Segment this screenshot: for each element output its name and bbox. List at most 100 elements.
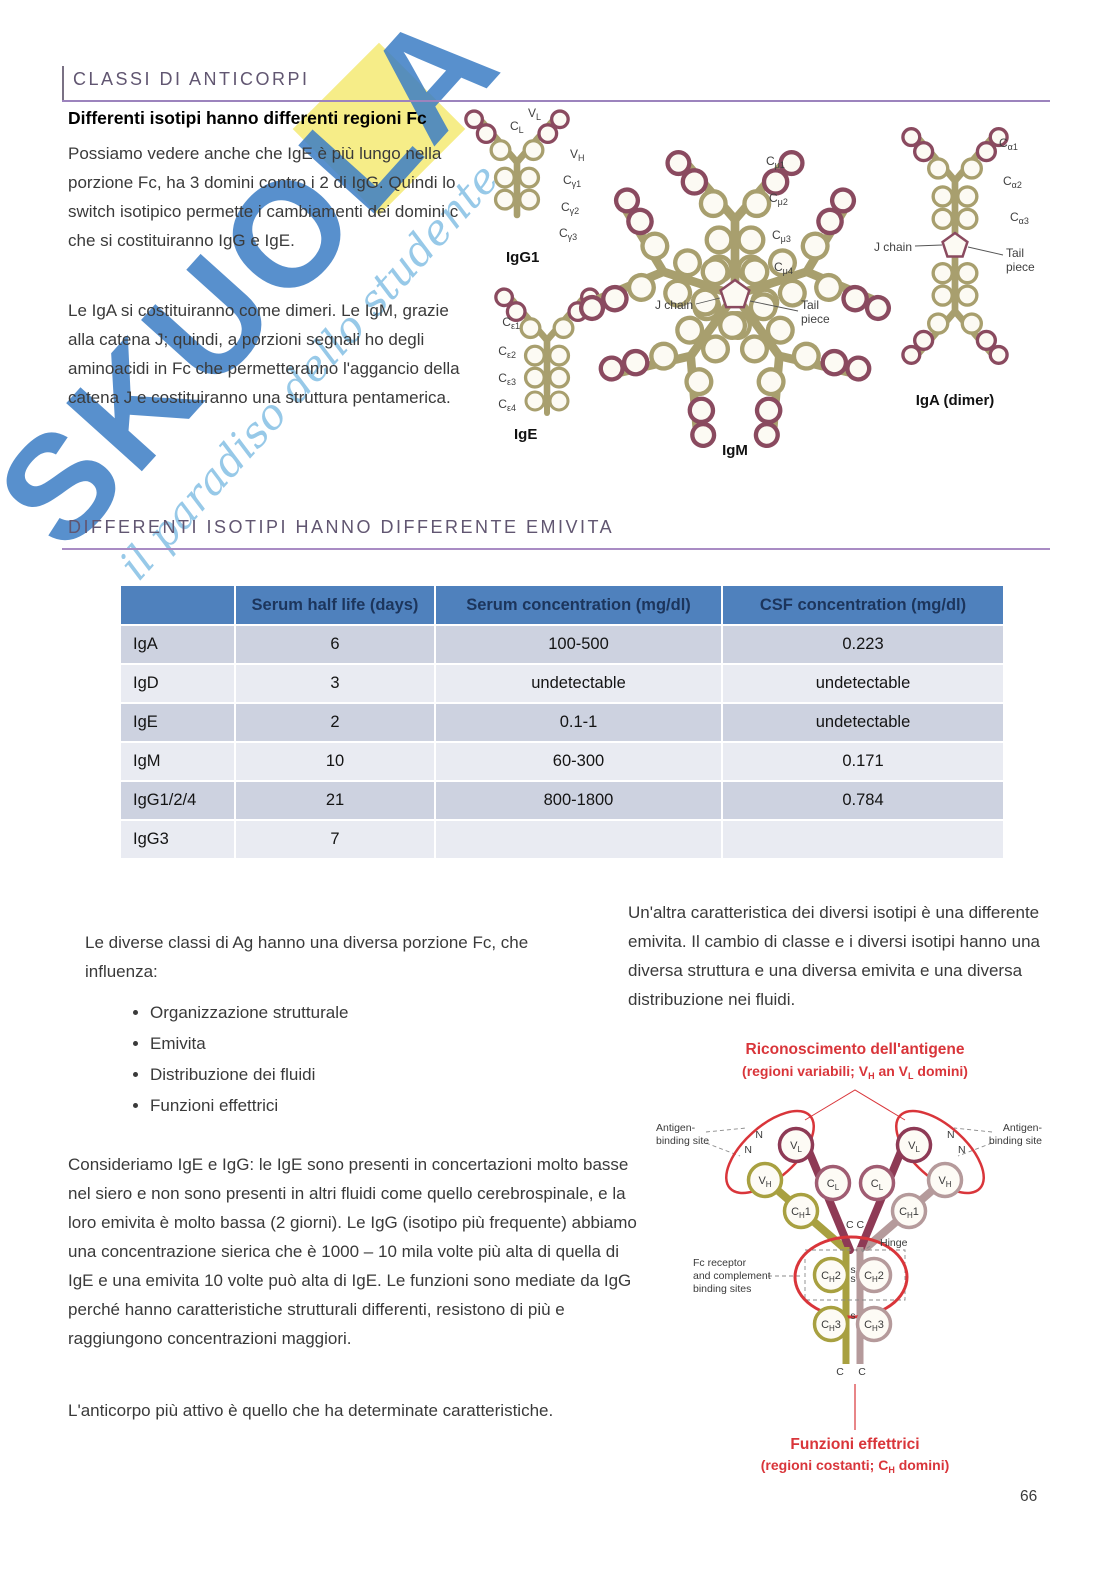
antigen-recognition-title: Riconoscimento dell'antigene: [746, 1041, 965, 1058]
ch3-left-label: CH3: [821, 1319, 841, 1333]
cell-halflife: 7: [236, 821, 434, 858]
igg1-cg1-label: Cγ1: [563, 173, 581, 189]
cell-serum: [436, 821, 721, 858]
ige-igg-comparison-paragraph: Consideriamo IgE e IgG: le IgE sono pres…: [68, 1155, 637, 1348]
igg-functional-regions-diagram: Riconoscimento dell'antigene (regioni va…: [656, 1041, 1043, 1475]
ige-ce2-label: Cε2: [498, 344, 516, 360]
header-serum-concentration: Serum concentration (mg/dl): [436, 586, 721, 624]
table-row: IgG3 7: [121, 821, 1003, 858]
igm-cm4-label: Cμ4: [774, 260, 793, 276]
cell-isotype: IgM: [121, 743, 234, 780]
cell-csf: 0.784: [723, 782, 1003, 819]
cell-csf: 0.171: [723, 743, 1003, 780]
iga-ca2-label: Cα2: [1003, 174, 1022, 190]
table-row: IgM 10 60-300 0.171: [121, 743, 1003, 780]
cl-right-label: CL: [871, 1178, 884, 1192]
page-number: 66: [1020, 1488, 1038, 1505]
ch2-left-label: CH2: [821, 1270, 841, 1284]
vh-left-label: VH: [758, 1175, 771, 1189]
list-item: Distribuzione dei fluidi: [150, 1060, 348, 1090]
fc-receptor-label: Fc receptor and complement binding sites: [693, 1257, 771, 1295]
table-header-row: Serum half life (days) Serum concentrati…: [121, 586, 1003, 624]
igg1-vl-label: VL: [528, 106, 541, 122]
igg1-cg2-label: Cγ2: [561, 200, 579, 216]
iga-ca3-label: Cα3: [1010, 210, 1029, 226]
section2-header: DIFFERENTI ISOTIPI HANNO DIFFERENTE EMIV…: [62, 514, 1050, 550]
cell-isotype: IgG1/2/4: [121, 782, 234, 819]
cell-isotype: IgD: [121, 665, 234, 702]
igm-jchain-label: J chain: [655, 298, 693, 312]
vh-right-label: VH: [938, 1175, 951, 1189]
right-column-paragraph: Un'altra caratteristica dei diversi isot…: [628, 903, 1040, 1009]
igm-cm3-label: Cμ3: [772, 228, 791, 244]
disulfide-label: s: [850, 1264, 855, 1276]
ige-structure: Cε1 Cε2 Cε3 Cε4 IgE: [496, 289, 598, 443]
cell-halflife: 10: [236, 743, 434, 780]
cell-serum: undetectable: [436, 665, 721, 702]
ch2-right-label: CH2: [864, 1270, 884, 1284]
iga-name: IgA (dimer): [916, 392, 995, 409]
section2-title: DIFFERENTI ISOTIPI HANNO DIFFERENTE EMIV…: [68, 517, 615, 537]
header-serum-half-life: Serum half life (days): [236, 586, 434, 624]
cell-halflife: 6: [236, 626, 434, 663]
cell-csf: 0.223: [723, 626, 1003, 663]
list-item: Funzioni effettrici: [150, 1091, 348, 1121]
igm-cm2-label: Cμ2: [769, 191, 788, 207]
ch3-right-label: CH3: [864, 1319, 884, 1333]
iga-ca1-label: Cα1: [999, 136, 1018, 152]
igm-tailpiece-label: Tail piece: [801, 298, 830, 326]
section1-header: CLASSI DI ANTICORPI: [62, 66, 1050, 102]
cell-serum: 60-300: [436, 743, 721, 780]
cc-label: C C: [846, 1219, 865, 1231]
antigen-binding-site-right-label: Antigen-binding site: [989, 1122, 1043, 1147]
ch1-left-label: CH1: [791, 1206, 811, 1220]
table-row: IgA 6 100-500 0.223: [121, 626, 1003, 663]
cell-isotype: IgE: [121, 704, 234, 741]
cell-isotype: IgG3: [121, 821, 234, 858]
cell-isotype: IgA: [121, 626, 234, 663]
header-csf-concentration: CSF concentration (mg/dl): [723, 586, 1003, 624]
ige-ce4-label: Cε4: [498, 397, 516, 413]
antigen-recognition-subtitle: (regioni variabili; VH an VL domini): [742, 1063, 968, 1081]
cell-serum: 800-1800: [436, 782, 721, 819]
disulfide-label: s: [850, 1273, 855, 1285]
igm-cm1-label: Cμ1: [766, 154, 785, 170]
effector-functions-caption: Funzioni effettrici: [790, 1436, 919, 1453]
iga-jchain-label: J chain: [874, 240, 912, 254]
closing-paragraph: L'anticorpo più attivo è quello che ha d…: [68, 1401, 554, 1420]
cell-halflife: 3: [236, 665, 434, 702]
cell-serum: 0.1-1: [436, 704, 721, 741]
igg1-cl-label: CL: [510, 119, 524, 135]
fc-influence-list: Organizzazione strutturale Emivita Distr…: [118, 998, 348, 1122]
cell-halflife: 2: [236, 704, 434, 741]
igm-name: IgM: [722, 442, 748, 459]
c-terminal-label: C: [858, 1366, 866, 1378]
table-row: IgD 3 undetectable undetectable: [121, 665, 1003, 702]
section1-paragraph-1: Possiamo vedere anche che IgE è più lung…: [68, 144, 459, 250]
list-item: Emivita: [150, 1029, 348, 1059]
cell-halflife: 21: [236, 782, 434, 819]
cell-csf: undetectable: [723, 704, 1003, 741]
ige-ce1-label: Cε1: [502, 315, 520, 331]
table-row: IgE 2 0.1-1 undetectable: [121, 704, 1003, 741]
table-row: IgG1/2/4 21 800-1800 0.784: [121, 782, 1003, 819]
antibody-isotypes-diagram: VL CL VH Cγ1 Cγ2 Cγ3 IgG1 Cε1 Cε2 Cε3 Cε…: [450, 106, 1035, 459]
header-blank: [121, 586, 234, 624]
n-terminal-label: N: [947, 1129, 955, 1141]
section1-subheading: Differenti isotipi hanno differenti regi…: [68, 108, 427, 128]
igm-structure: Cμ1 Cμ2 Cμ3 Cμ4 J chain Tail piece IgM: [578, 152, 891, 459]
vl-right-label: VL: [908, 1140, 920, 1154]
igg1-cg3-label: Cγ3: [559, 226, 577, 242]
fc-influence-intro: Le diverse classi di Ag hanno una divers…: [85, 933, 529, 981]
section1-title: CLASSI DI ANTICORPI: [62, 66, 1050, 100]
n-terminal-label: N: [755, 1129, 763, 1141]
cl-left-label: CL: [827, 1178, 840, 1192]
n-terminal-label: N: [744, 1144, 752, 1156]
ige-name: IgE: [514, 426, 537, 443]
vl-left-label: VL: [790, 1140, 802, 1154]
ige-ce3-label: Cε3: [498, 371, 516, 387]
c-terminal-label: C: [836, 1366, 844, 1378]
iga-tailpiece-label: Tail piece: [1006, 246, 1035, 274]
cell-csf: undetectable: [723, 665, 1003, 702]
